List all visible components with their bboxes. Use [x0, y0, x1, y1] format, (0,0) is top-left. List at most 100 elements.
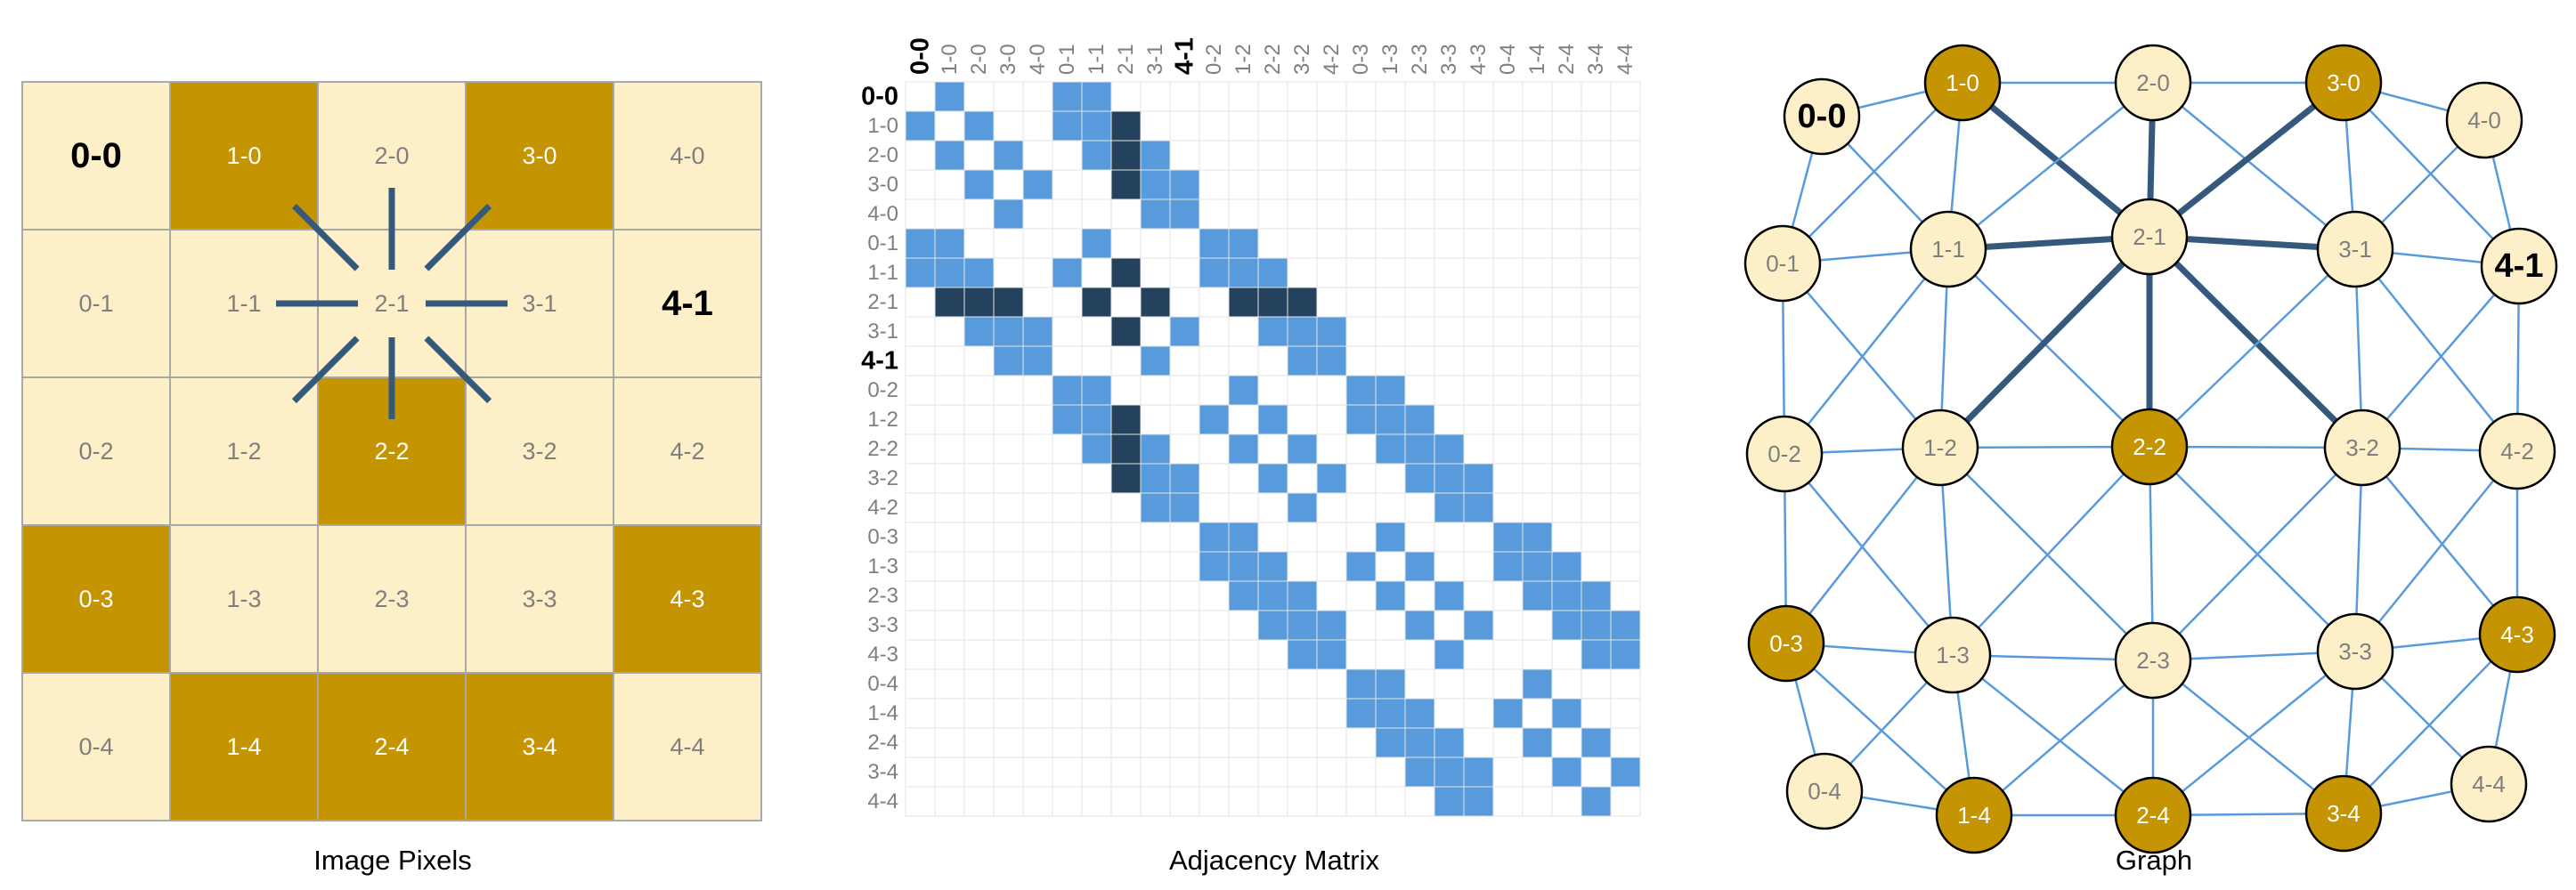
adjacency-matrix-caption: Adjacency Matrix [1169, 845, 1380, 876]
matrix-cell [1287, 639, 1318, 670]
graph-node [1909, 210, 1987, 288]
pixel-cell [169, 376, 319, 526]
matrix-cell [963, 287, 995, 318]
matrix-col-label: 0-3 [1349, 44, 1373, 75]
graph-node-label: 2-4 [2136, 802, 2170, 829]
matrix-cell [905, 228, 936, 259]
pixel-cell [613, 81, 762, 231]
matrix-cell [905, 198, 936, 230]
matrix-col-label: 1-1 [1085, 44, 1109, 75]
matrix-cell [1257, 257, 1288, 288]
matrix-row-label: 1-2 [867, 408, 898, 432]
matrix-cell [1345, 257, 1377, 288]
matrix-cell [1610, 580, 1641, 611]
graph-node [2114, 44, 2192, 122]
matrix-cell [1522, 727, 1553, 758]
neighbor-ray [424, 336, 492, 404]
matrix-cell [1522, 433, 1553, 465]
matrix-cell [1345, 668, 1377, 700]
matrix-cell [1581, 316, 1612, 347]
matrix-cell [1581, 463, 1612, 494]
matrix-cell [963, 404, 995, 435]
matrix-cell [1551, 756, 1582, 788]
matrix-cell [1287, 698, 1318, 729]
matrix-cell [1492, 668, 1524, 700]
matrix-cell [1316, 786, 1347, 817]
pixel-label: 2-2 [374, 438, 409, 465]
matrix-cell [1610, 522, 1641, 553]
matrix-cell [1463, 316, 1494, 347]
matrix-cell [1199, 110, 1230, 142]
matrix-cell [1581, 698, 1612, 729]
matrix-cell [1228, 198, 1259, 230]
graph-edge [2354, 248, 2518, 452]
matrix-cell [1140, 639, 1171, 670]
matrix-cell [1081, 228, 1112, 259]
matrix-cell [963, 698, 995, 729]
matrix-cell [1199, 756, 1230, 788]
matrix-cell [1492, 169, 1524, 200]
matrix-cell [1434, 551, 1465, 582]
graph-node [2304, 44, 2383, 122]
matrix-cell [1110, 81, 1142, 112]
matrix-cell [1522, 287, 1553, 318]
matrix-cell [1052, 110, 1083, 142]
matrix-cell [905, 522, 936, 553]
pixel-cell [169, 672, 319, 821]
matrix-cell [1052, 228, 1083, 259]
matrix-cell [1022, 316, 1053, 347]
matrix-cell [1404, 610, 1435, 641]
matrix-cell [1375, 492, 1406, 523]
matrix-cell [1199, 639, 1230, 670]
matrix-cell [1345, 727, 1377, 758]
matrix-cell [1316, 169, 1347, 200]
matrix-row-label: 4-1 [861, 347, 898, 376]
matrix-cell [993, 698, 1024, 729]
matrix-cell [993, 610, 1024, 641]
matrix-cell [1434, 375, 1465, 406]
matrix-cell [1492, 433, 1524, 465]
matrix-cell [1610, 463, 1641, 494]
matrix-cell [1140, 228, 1171, 259]
graph-node [2304, 774, 2383, 853]
matrix-cell [1463, 727, 1494, 758]
matrix-cell [1434, 404, 1465, 435]
matrix-row-label: 2-2 [867, 437, 898, 461]
graph-edge [1784, 453, 1954, 656]
matrix-cell [1228, 287, 1259, 318]
matrix-cell [934, 492, 965, 523]
matrix-cell [1404, 140, 1435, 171]
matrix-cell [934, 404, 965, 435]
graph-node [1935, 776, 2013, 854]
matrix-cell [1404, 110, 1435, 142]
matrix-cell [1022, 786, 1053, 817]
matrix-cell [1316, 198, 1347, 230]
matrix-cell [1345, 551, 1377, 582]
matrix-cell [1492, 140, 1524, 171]
matrix-cell [1081, 668, 1112, 700]
matrix-cell [1610, 345, 1641, 376]
matrix-cell [1052, 169, 1083, 200]
matrix-cell [1257, 345, 1288, 376]
matrix-cell [1257, 551, 1288, 582]
matrix-cell [993, 140, 1024, 171]
matrix-cell [1257, 786, 1288, 817]
matrix-row-label: 2-3 [867, 584, 898, 608]
matrix-cell [1052, 551, 1083, 582]
matrix-cell [1081, 492, 1112, 523]
matrix-cell [905, 316, 936, 347]
matrix-cell [905, 610, 936, 641]
matrix-col-label: 2-0 [967, 44, 991, 75]
graph-node [2316, 612, 2394, 691]
matrix-cell [1022, 257, 1053, 288]
matrix-cell [1434, 257, 1465, 288]
graph-node [1785, 752, 1864, 830]
matrix-cell [1081, 345, 1112, 376]
matrix-cell [934, 345, 965, 376]
matrix-cell [1551, 610, 1582, 641]
matrix-cell [1169, 551, 1200, 582]
matrix-cell [905, 786, 936, 817]
matrix-cell [1199, 345, 1230, 376]
matrix-cell [1110, 198, 1142, 230]
matrix-cell [1140, 110, 1171, 142]
